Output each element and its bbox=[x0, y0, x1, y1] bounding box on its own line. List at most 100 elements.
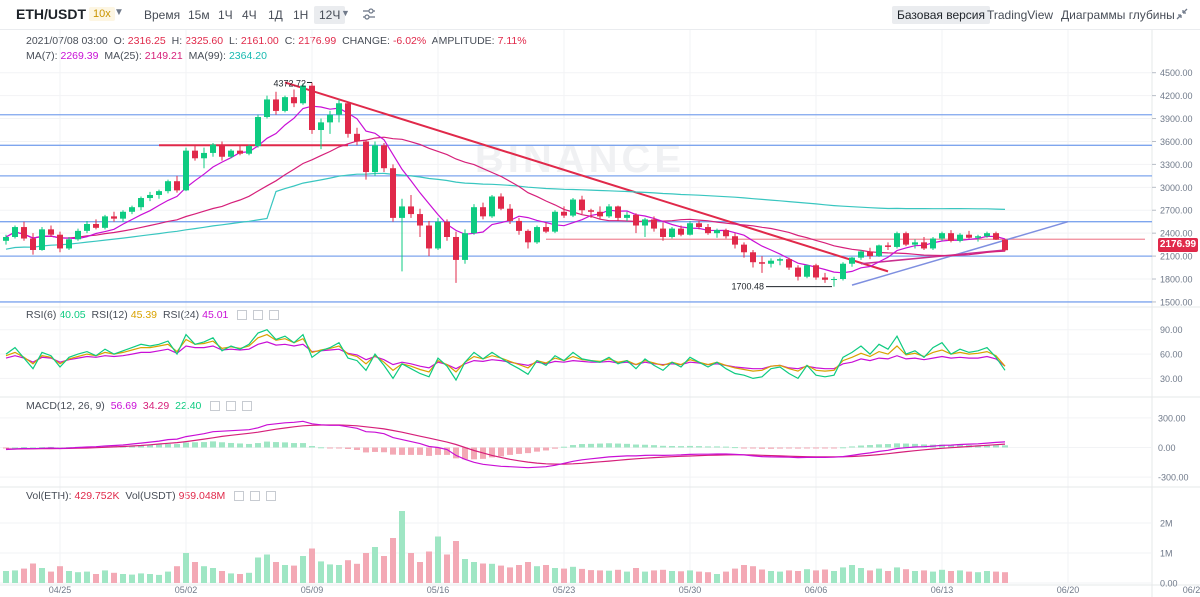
volume-bar bbox=[525, 562, 531, 583]
candle-body bbox=[453, 236, 459, 260]
volume-bar bbox=[885, 571, 891, 583]
candle-body bbox=[975, 236, 981, 238]
volume-bar bbox=[984, 571, 990, 583]
volume-bar bbox=[795, 571, 801, 583]
macd-histogram-bar bbox=[264, 441, 270, 448]
volume-bar bbox=[264, 554, 270, 583]
amplitude-value: 7.11% bbox=[497, 35, 527, 47]
volume-bar bbox=[606, 570, 612, 583]
macd-histogram-bar bbox=[867, 445, 873, 448]
macd-histogram-bar bbox=[903, 443, 909, 448]
macd-histogram-bar bbox=[381, 447, 387, 453]
candle-body bbox=[417, 214, 423, 226]
candle-body bbox=[867, 251, 873, 257]
macd-histogram-bar bbox=[579, 444, 585, 448]
high-label: H: bbox=[171, 35, 183, 47]
macd-histogram-bar bbox=[669, 446, 675, 448]
indicator-hide-button[interactable] bbox=[250, 491, 261, 502]
volume-bar bbox=[345, 560, 351, 583]
volume-bar bbox=[840, 567, 846, 583]
volume-bar bbox=[210, 568, 216, 583]
volume-bar bbox=[813, 570, 819, 583]
tab-basic-version[interactable]: Базовая версия bbox=[892, 6, 990, 24]
rsi6-label: RSI(6) bbox=[26, 309, 57, 321]
tab-4h[interactable]: 4Ч bbox=[242, 8, 257, 22]
candle-body bbox=[642, 219, 648, 226]
volume-bar bbox=[912, 571, 918, 583]
macd-histogram-bar bbox=[39, 447, 45, 449]
candle-body bbox=[48, 229, 54, 235]
candle-body bbox=[111, 216, 117, 219]
tab-depth-chart[interactable]: Диаграммы глубины bbox=[1061, 8, 1175, 22]
macd-dif-line bbox=[5, 420, 1006, 469]
macd-histogram-bar bbox=[759, 447, 765, 449]
indicator-close-button[interactable] bbox=[269, 310, 280, 321]
candle-body bbox=[813, 265, 819, 278]
tab-1d[interactable]: 1Д bbox=[268, 8, 283, 22]
macd-histogram-bar bbox=[147, 444, 153, 448]
candle-body bbox=[192, 150, 198, 159]
volume-bar bbox=[48, 571, 54, 583]
indicator-settings-button[interactable] bbox=[237, 310, 248, 321]
symbol-selector[interactable]: ETH/USDT bbox=[16, 6, 86, 22]
macd-histogram-bar bbox=[534, 447, 540, 452]
tab-12h[interactable]: 12Ч bbox=[314, 6, 346, 24]
ma7-label: MA(7): bbox=[26, 50, 58, 62]
tab-tradingview[interactable]: TradingView bbox=[987, 8, 1054, 22]
macd-legend: MACD(12, 26, 9) 56.69 34.29 22.40 bbox=[26, 400, 255, 412]
indicator-close-button[interactable] bbox=[266, 491, 277, 502]
candle-body bbox=[327, 114, 333, 123]
expand-icon[interactable] bbox=[1176, 8, 1188, 20]
indicator-settings-button[interactable] bbox=[210, 401, 221, 412]
volume-bar bbox=[678, 571, 684, 583]
macd-histogram-bar bbox=[309, 446, 315, 448]
volume-bar bbox=[732, 568, 738, 583]
macd-histogram-bar bbox=[660, 445, 666, 448]
candle-body bbox=[273, 99, 279, 111]
candle-body bbox=[75, 230, 81, 240]
volume-bar bbox=[381, 556, 387, 583]
tab-15m[interactable]: 15м bbox=[188, 8, 210, 22]
price-chart[interactable]: 4500.00 4200.00 3900.00 3600.00 3300.00 3000.… bbox=[0, 30, 1200, 597]
candle-body bbox=[471, 207, 477, 234]
macd-histogram-bar bbox=[948, 444, 954, 448]
indicator-close-button[interactable] bbox=[242, 401, 253, 412]
candle-body bbox=[3, 236, 9, 241]
ma25-label: MA(25): bbox=[104, 50, 142, 62]
volume-bar bbox=[660, 569, 666, 583]
tab-time[interactable]: Время bbox=[144, 8, 181, 22]
candle-body bbox=[849, 257, 855, 264]
volume-legend: Vol(ETH): 429.752K Vol(USDT) 959.048M bbox=[26, 490, 279, 502]
x-axis-label: 06/13 bbox=[931, 585, 954, 595]
chevron-down-icon[interactable]: ▼ bbox=[341, 8, 350, 18]
candle-body bbox=[579, 199, 585, 211]
indicator-hide-button[interactable] bbox=[226, 401, 237, 412]
candle-body bbox=[993, 233, 999, 240]
volume-bar bbox=[831, 571, 837, 583]
macd-histogram-bar bbox=[12, 447, 18, 449]
settings-icon[interactable] bbox=[362, 8, 376, 20]
rsi12-label: RSI(12) bbox=[91, 309, 128, 321]
candle-body bbox=[480, 207, 486, 217]
volume-bar bbox=[858, 568, 864, 583]
indicator-settings-button[interactable] bbox=[234, 491, 245, 502]
macd-histogram-bar bbox=[696, 446, 702, 448]
volume-bar bbox=[120, 574, 126, 583]
macd-histogram-bar bbox=[327, 447, 333, 449]
macd-histogram-bar bbox=[372, 447, 378, 452]
indicator-hide-button[interactable] bbox=[253, 310, 264, 321]
chevron-down-icon[interactable]: ▼ bbox=[114, 7, 124, 18]
volume-bar bbox=[759, 569, 765, 583]
volume-bar bbox=[147, 574, 153, 583]
macd-histogram-bar bbox=[426, 447, 432, 456]
ma7-value: 2269.39 bbox=[60, 50, 99, 62]
candle-body bbox=[561, 211, 567, 216]
leverage-badge[interactable]: 10x bbox=[89, 7, 115, 21]
high-annotation: 4372.72 bbox=[273, 78, 306, 88]
tab-1w[interactable]: 1Н bbox=[293, 8, 309, 22]
macd-dif-value: 56.69 bbox=[110, 400, 137, 412]
x-axis-label: 05/30 bbox=[679, 585, 702, 595]
tab-1h[interactable]: 1Ч bbox=[218, 8, 233, 22]
volume-bar bbox=[1002, 572, 1008, 583]
rsi-axis-label: 30.00 bbox=[1160, 374, 1183, 384]
